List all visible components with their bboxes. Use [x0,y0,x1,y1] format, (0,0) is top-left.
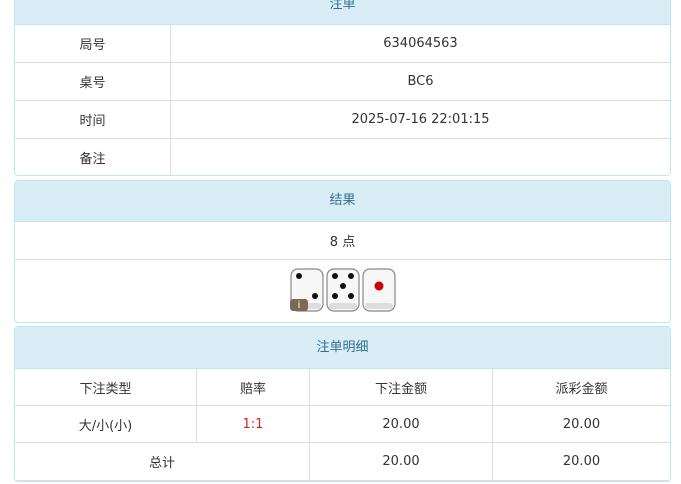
die-pip [348,293,354,299]
column-header: 下注金额 [309,369,492,406]
die-side [365,303,393,309]
die-badge [290,299,308,311]
die [326,268,360,312]
die-badge-text: i [298,300,301,311]
die [362,268,396,312]
die: i [290,268,324,312]
table-cell: 20.00 [309,406,492,443]
die-pip [332,293,338,299]
points: 8 点 [15,222,670,260]
row-value: 2025-07-16 22:01:15 [170,101,670,139]
row-label: 时间 [15,101,170,139]
row-label: 局号 [15,25,170,63]
die-pip [374,281,384,291]
die-pip [312,293,318,299]
die-pip [340,283,346,289]
die-pip [296,273,302,279]
panel-title: 结果 [15,181,670,222]
row-label: 备注 [15,139,170,175]
column-header: 派彩金额 [492,369,670,406]
die-side [329,303,357,309]
panel-title: 注单明细 [15,327,670,369]
table-cell: 大/小(小) [15,406,196,443]
total-label: 总计 [15,443,309,481]
detail-panel: 注单明细 下注类型 赔率 下注金额 派彩金额 大/小(小) 1:1 20.00 20.00 总计… [14,326,671,482]
die-pip [348,273,354,279]
order-panel: 注单 局号 634064563 桌号 BC6 时间 2025-07-16 22:01:15… [14,0,671,176]
panel-title: 注单 [15,0,670,25]
column-header: 下注类型 [15,369,196,406]
table-cell: 1:1 [196,406,309,443]
die-pip [332,273,338,279]
total-payout: 20.00 [492,443,670,481]
row-value: BC6 [170,63,670,101]
table-cell: 20.00 [492,406,670,443]
dice-row: i [290,268,396,312]
row-label: 桌号 [15,63,170,101]
row-value [170,139,670,175]
die-face [326,268,360,312]
column-header: 赔率 [196,369,309,406]
total-bet: 20.00 [309,443,492,481]
result-panel: 结果 8 点 i [14,180,671,323]
row-value: 634064563 [170,25,670,63]
